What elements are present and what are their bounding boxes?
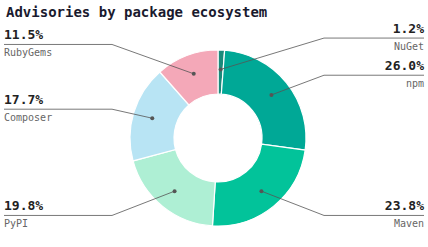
- svg-text:23.8%: 23.8%: [385, 198, 420, 213]
- svg-text:1.2%: 1.2%: [393, 21, 420, 36]
- svg-text:RubyGems: RubyGems: [8, 47, 52, 58]
- svg-text:17.7%: 17.7%: [8, 92, 43, 107]
- svg-text:npm: npm: [406, 78, 420, 89]
- html-text:Advisories by package ecosyste: Advisories by package ecosystem: [6, 4, 268, 20]
- svg-text:Composer: Composer: [8, 112, 52, 123]
- svg-text:26.0%: 26.0%: [385, 58, 420, 73]
- svg-text:Maven: Maven: [394, 218, 420, 229]
- svg-text:PyPI: PyPI: [8, 218, 28, 229]
- svg-text:11.5%: 11.5%: [8, 27, 43, 42]
- svg-text:NuGet: NuGet: [394, 41, 420, 52]
- svg-text:19.8%: 19.8%: [8, 198, 43, 213]
